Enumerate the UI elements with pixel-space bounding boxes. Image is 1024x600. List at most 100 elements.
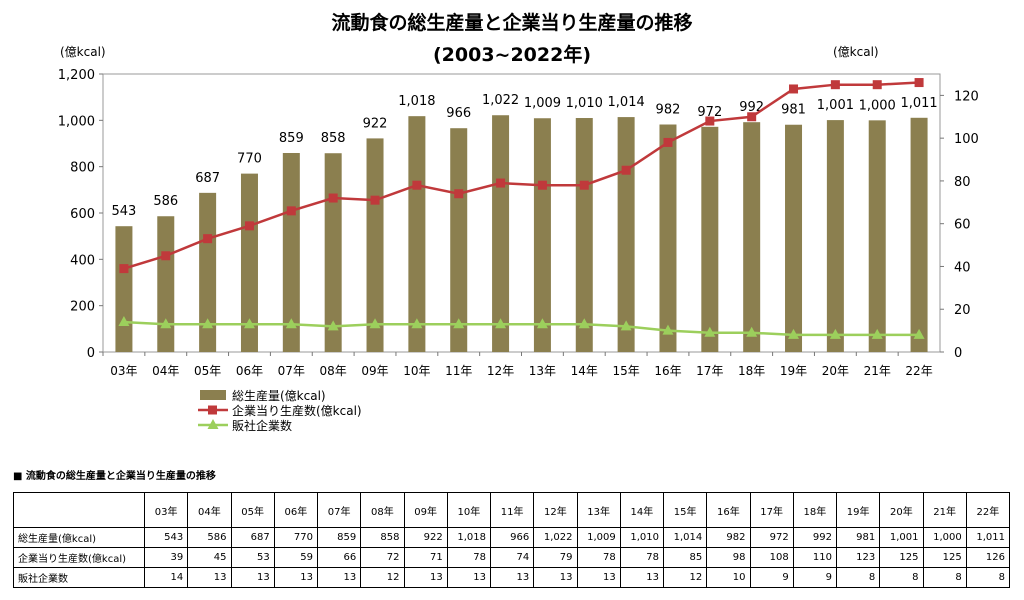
table-column-header: 20年 — [879, 492, 924, 528]
table-cell: 13 — [576, 567, 621, 588]
x-axis-tick-label: 07年 — [278, 364, 305, 378]
bar-data-label: 1,001 — [817, 98, 854, 113]
table-body: 総生産量(億kcal) 543 586 687 770 859 858 922 1,018 966… — [13, 527, 1011, 588]
right-axis-tick-label: 80 — [954, 175, 971, 190]
table-cell: 922 — [403, 527, 448, 548]
table-cell: 78 — [576, 547, 621, 568]
table-cell: 13 — [273, 567, 319, 588]
line-point-triangle — [369, 318, 381, 329]
x-axis-tick-label: 05年 — [194, 364, 221, 378]
table-cell: 8 — [922, 567, 967, 588]
data-table: 03年 04年 05年 06年 07年 08年 09年 10年 11年 12年 13年 14年 15年 1… — [13, 492, 1011, 588]
table-cell: 59 — [273, 547, 319, 568]
line-point-triangle — [536, 318, 548, 329]
line-point-triangle — [746, 326, 758, 337]
bar-data-label: 1,010 — [566, 96, 603, 111]
table-column-header: 21年 — [922, 492, 967, 528]
line-point-triangle — [578, 318, 590, 329]
right-axis-tick-label: 120 — [954, 89, 979, 104]
x-axis-tick-label: 21年 — [864, 364, 891, 378]
legend-label: 販社企業数 — [232, 418, 292, 433]
left-axis-tick-label: 1,200 — [58, 68, 95, 83]
bar-data-label: 586 — [153, 194, 178, 209]
table-row: 販社企業数 14 13 13 13 13 12 13 13 13 13 13 13 12 10 9 9 8 8 8 8 — [13, 567, 1011, 588]
line-point-square — [663, 137, 673, 147]
line-point-triangle — [871, 328, 883, 339]
table-cell: 71 — [403, 547, 448, 568]
line-point-triangle — [829, 328, 841, 339]
table-cell: 72 — [360, 547, 405, 568]
table-column-header: 06年 — [273, 492, 319, 528]
table-cell: 1,011 — [965, 527, 1011, 548]
table-cell: 8 — [965, 567, 1011, 588]
line-point-square — [244, 221, 254, 231]
right-axis-tick-label: 40 — [954, 260, 971, 275]
x-axis-tick-label: 13年 — [529, 364, 556, 378]
right-axis-title: (億kcal) — [833, 45, 879, 59]
table-cell: 981 — [835, 527, 881, 548]
chart-subtitle: (2003~2022年) — [432, 44, 592, 66]
table-corner-cell — [13, 492, 145, 528]
table-cell: 125 — [879, 547, 924, 568]
table-cell: 13 — [403, 567, 448, 588]
bar-data-label: 859 — [279, 131, 304, 146]
bar-data-label: 981 — [781, 103, 806, 118]
line-point-square — [789, 84, 799, 94]
line-point-square — [537, 180, 547, 190]
table-cell: 78 — [446, 547, 492, 568]
table-cell: 39 — [143, 547, 189, 568]
table-cell: 770 — [273, 527, 319, 548]
line-point-triangle — [411, 318, 423, 329]
x-axis-tick-label: 09年 — [361, 364, 388, 378]
table-cell: 8 — [835, 567, 881, 588]
x-axis-tick-label: 19年 — [780, 364, 807, 378]
bar — [324, 153, 342, 352]
left-axis-tick-label: 1,000 — [58, 114, 95, 129]
chart: 0 200 400 600 800 1,000 1,200 0 20 40 60 80 100 120 (億… — [58, 45, 979, 433]
x-axis-tick-label: 12年 — [487, 364, 514, 378]
table-cell: 98 — [706, 547, 751, 568]
x-axis-tick-label: 17年 — [696, 364, 723, 378]
line-point-square — [370, 195, 380, 205]
table-column-header: 12年 — [533, 492, 578, 528]
line-point-triangle — [704, 326, 716, 337]
table-cell: 687 — [230, 527, 275, 548]
table-cell: 992 — [792, 527, 838, 548]
table-column-header: 17年 — [749, 492, 794, 528]
x-axis-tick-label: 11年 — [445, 364, 472, 378]
line-point-square — [830, 80, 840, 90]
bar-data-label: 1,011 — [900, 96, 937, 111]
line-point-square — [872, 80, 882, 90]
table-cell: 110 — [792, 547, 838, 568]
table-column-header: 04年 — [187, 492, 232, 528]
bar-data-label: 922 — [363, 116, 388, 131]
line-point-triangle — [662, 324, 674, 335]
table-column-header: 07年 — [316, 492, 362, 528]
table-column-header: 03年 — [143, 492, 189, 528]
line-point-triangle — [285, 318, 297, 329]
table-cell: 13 — [187, 567, 232, 588]
line-point-square — [328, 193, 338, 203]
bar-data-label: 1,022 — [482, 93, 519, 108]
table-cell: 13 — [446, 567, 492, 588]
table-column-header: 08年 — [360, 492, 405, 528]
table-cell: 13 — [316, 567, 362, 588]
table-cell: 1,022 — [533, 527, 578, 548]
bar — [868, 120, 886, 352]
table-cell: 1,014 — [662, 527, 708, 548]
table-cell: 1,018 — [446, 527, 492, 548]
bar-data-label: 1,018 — [398, 94, 435, 109]
x-axis-tick-label: 20年 — [822, 364, 849, 378]
table-cell: 1,009 — [576, 527, 621, 548]
left-axis-tick-label: 200 — [70, 300, 95, 315]
table-cell: 1,010 — [619, 527, 665, 548]
table-cell: 13 — [533, 567, 578, 588]
bar — [617, 117, 635, 352]
bar-data-label: 1,000 — [859, 98, 896, 113]
bar-data-label: 543 — [112, 204, 137, 219]
table-cell: 85 — [662, 547, 708, 568]
legend-swatch-bar — [200, 390, 226, 400]
table-cell: 966 — [489, 527, 535, 548]
bar-data-label: 687 — [195, 171, 220, 186]
bar — [533, 118, 551, 352]
